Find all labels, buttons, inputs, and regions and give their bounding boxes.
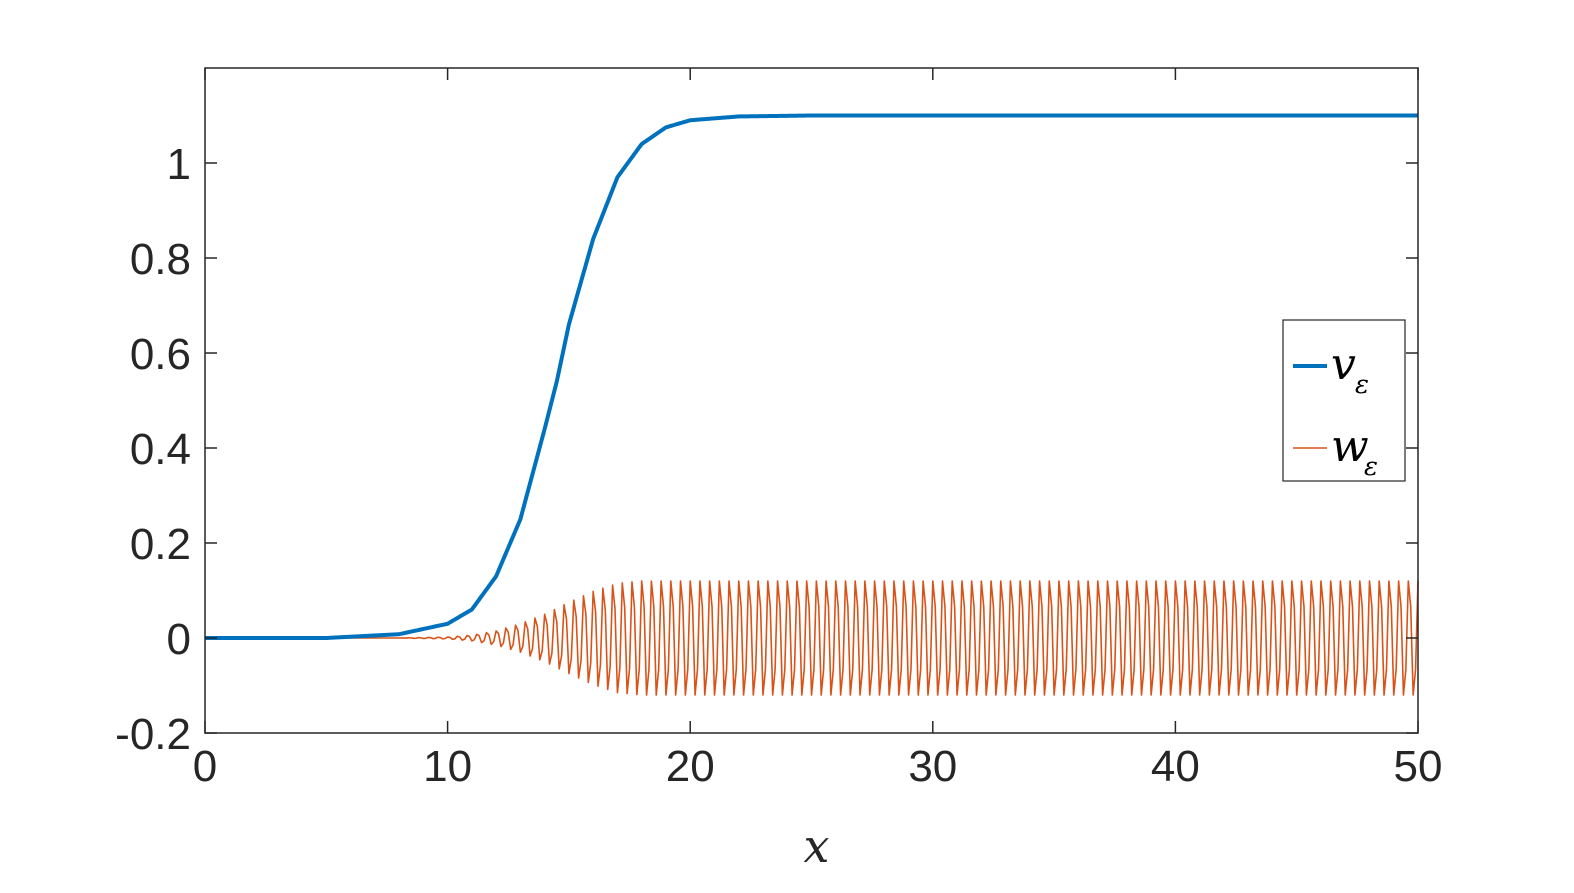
series-v-line [204,113,1419,640]
x-tick-label: 10 [423,742,472,791]
y-tick-label: 0.6 [130,330,191,379]
axes-box [204,67,1419,734]
legend-box [1282,319,1406,482]
axes: 0 10 20 30 40 50-0.200.20.40.60.81 [115,67,1443,791]
plot-background [205,68,1418,733]
y-tick-label: 0.4 [130,425,191,474]
legend-label: v [1331,339,1356,390]
series-w-line [205,580,1419,696]
x-tick-label: 30 [908,742,957,791]
x-tick-label: 0 [193,742,217,791]
y-tick-label: 1 [167,140,191,189]
series-w-epsilon [205,580,1419,696]
legend-label: w [1331,421,1369,472]
x-axis-label: x [804,819,830,873]
legend: v εwε [1282,319,1406,482]
y-tick-label: 0.8 [130,235,191,284]
y-tick-label: 0 [167,615,191,664]
series-v-epsilon [204,113,1419,640]
legend-subscript: ε [1355,370,1369,400]
plot-area [205,68,1418,733]
legend-subscript: ε [1364,452,1378,482]
x-tick-label: 40 [1151,742,1200,791]
x-tick-label: 50 [1394,742,1443,791]
x-tick-label: 20 [666,742,715,791]
y-tick-label: -0.2 [115,710,191,759]
y-tick-label: 0.2 [130,520,191,569]
